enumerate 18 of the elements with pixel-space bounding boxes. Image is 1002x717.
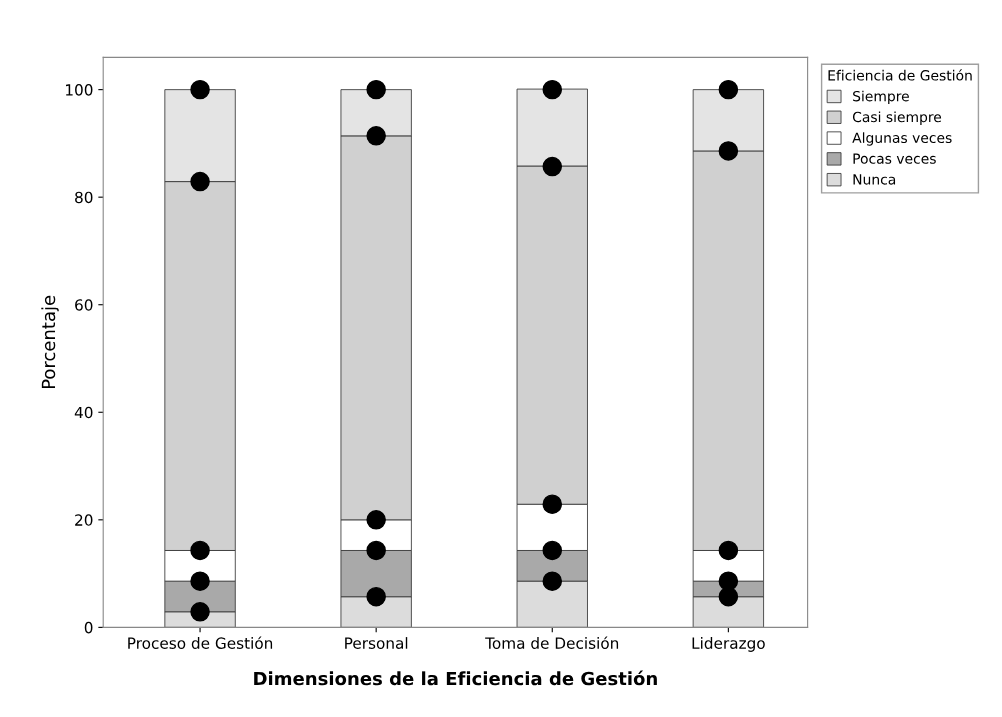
x-tick-label: Proceso de Gestión [128,636,273,649]
legend-title: Eficiencia de Gestión [828,69,972,81]
legend-label: Siempre [853,90,909,105]
legend-label: Nunca [853,174,896,185]
x-tick-label: Toma de Decisión [485,636,619,649]
y-tick-label: 40 [74,406,93,419]
x-tick-label: Liderazgo [692,637,765,652]
x-tick-label: Personal [345,637,408,649]
y-tick-label: 80 [75,191,93,204]
legend-label: Casi siempre [852,111,942,125]
legend-label: Algunas veces [852,132,952,146]
y-axis-title: Porcentaje [41,295,59,389]
y-tick-label: 20 [75,514,93,526]
y-tick-label: 100 [66,84,93,96]
y-tick-label: 60 [75,299,93,311]
x-axis-title: Dimensiones de la Eficiencia de Gestión [254,670,657,686]
y-tick-label: 0 [84,621,93,634]
legend-label: Pocas veces [853,153,936,164]
